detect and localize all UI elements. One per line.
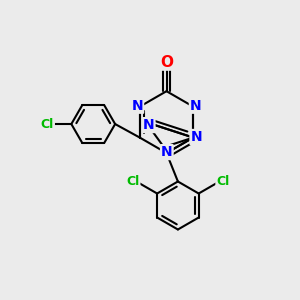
Text: Cl: Cl	[41, 118, 54, 130]
Text: N: N	[143, 118, 154, 132]
Text: N: N	[190, 130, 202, 144]
Text: N: N	[190, 99, 202, 113]
Text: O: O	[160, 55, 173, 70]
Text: Cl: Cl	[126, 175, 140, 188]
Text: N: N	[161, 145, 172, 159]
Text: N: N	[131, 99, 143, 113]
Text: Cl: Cl	[216, 175, 230, 188]
